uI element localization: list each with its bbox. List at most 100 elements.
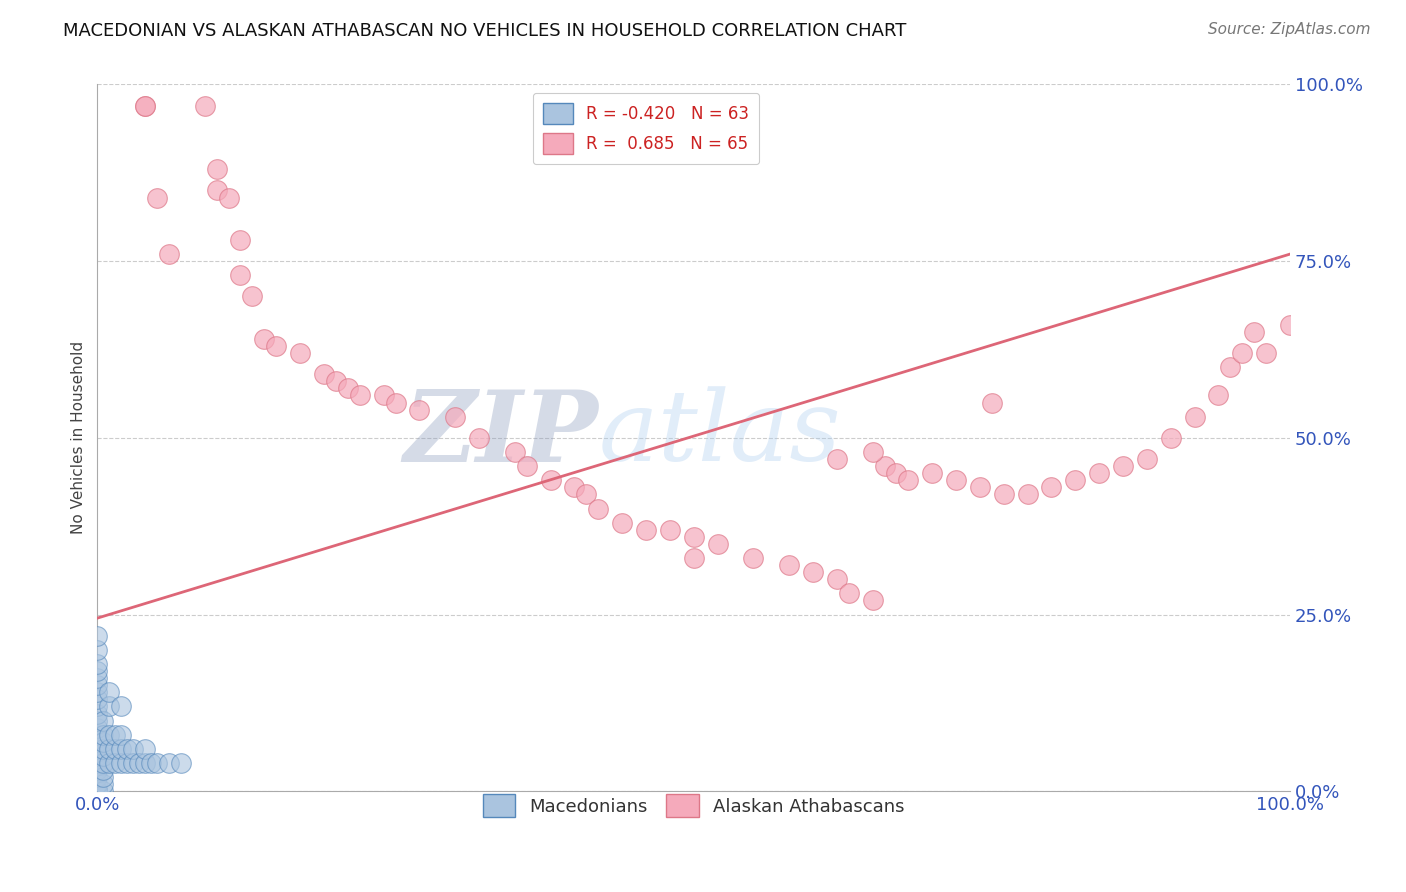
Point	[336, 381, 359, 395]
Point	[91, 763, 114, 777]
Point	[110, 728, 132, 742]
Point	[1160, 431, 1182, 445]
Point	[86, 784, 108, 798]
Text: MACEDONIAN VS ALASKAN ATHABASCAN NO VEHICLES IN HOUSEHOLD CORRELATION CHART: MACEDONIAN VS ALASKAN ATHABASCAN NO VEHI…	[63, 22, 907, 40]
Point	[86, 748, 108, 763]
Point	[1088, 467, 1111, 481]
Point	[86, 692, 108, 706]
Point	[146, 756, 169, 770]
Point	[325, 374, 347, 388]
Point	[801, 565, 824, 579]
Point	[104, 756, 127, 770]
Point	[134, 98, 156, 112]
Point	[134, 98, 156, 112]
Point	[86, 678, 108, 692]
Point	[1256, 346, 1278, 360]
Text: atlas: atlas	[599, 387, 841, 482]
Point	[993, 487, 1015, 501]
Point	[945, 473, 967, 487]
Point	[384, 395, 406, 409]
Point	[264, 339, 287, 353]
Point	[86, 784, 108, 798]
Y-axis label: No Vehicles in Household: No Vehicles in Household	[72, 342, 86, 534]
Point	[122, 756, 145, 770]
Point	[86, 706, 108, 721]
Point	[408, 402, 430, 417]
Point	[205, 184, 228, 198]
Point	[146, 190, 169, 204]
Point	[91, 742, 114, 756]
Point	[468, 431, 491, 445]
Point	[886, 467, 908, 481]
Point	[862, 593, 884, 607]
Point	[91, 748, 114, 763]
Point	[91, 756, 114, 770]
Point	[104, 728, 127, 742]
Point	[873, 459, 896, 474]
Point	[86, 657, 108, 671]
Point	[312, 368, 335, 382]
Point	[825, 572, 848, 586]
Point	[706, 537, 728, 551]
Point	[575, 487, 598, 501]
Point	[104, 742, 127, 756]
Point	[115, 742, 138, 756]
Point	[969, 480, 991, 494]
Point	[86, 699, 108, 714]
Point	[253, 332, 276, 346]
Point	[86, 784, 108, 798]
Point	[91, 770, 114, 784]
Point	[110, 742, 132, 756]
Point	[229, 233, 252, 247]
Point	[1243, 325, 1265, 339]
Point	[86, 777, 108, 791]
Point	[288, 346, 311, 360]
Point	[86, 784, 108, 798]
Point	[86, 784, 108, 798]
Point	[170, 756, 193, 770]
Point	[86, 671, 108, 685]
Point	[157, 756, 180, 770]
Point	[838, 586, 860, 600]
Point	[122, 742, 145, 756]
Point	[86, 756, 108, 770]
Point	[98, 685, 121, 699]
Point	[86, 629, 108, 643]
Point	[98, 756, 121, 770]
Point	[86, 685, 108, 699]
Point	[1208, 388, 1230, 402]
Point	[921, 467, 943, 481]
Point	[1279, 318, 1302, 332]
Point	[862, 445, 884, 459]
Point	[564, 480, 586, 494]
Point	[86, 643, 108, 657]
Point	[778, 558, 800, 573]
Point	[91, 728, 114, 742]
Point	[742, 551, 765, 566]
Point	[540, 473, 562, 487]
Point	[86, 721, 108, 735]
Point	[91, 735, 114, 749]
Point	[98, 742, 121, 756]
Point	[115, 756, 138, 770]
Legend: Macedonians, Alaskan Athabascans: Macedonians, Alaskan Athabascans	[475, 787, 912, 825]
Text: ZIP: ZIP	[404, 386, 599, 483]
Point	[205, 162, 228, 177]
Point	[349, 388, 371, 402]
Point	[218, 190, 240, 204]
Point	[242, 289, 264, 303]
Point	[516, 459, 538, 474]
Point	[91, 777, 114, 791]
Point	[229, 268, 252, 283]
Point	[110, 756, 132, 770]
Point	[98, 699, 121, 714]
Point	[980, 395, 1002, 409]
Point	[128, 756, 150, 770]
Point	[91, 714, 114, 728]
Point	[98, 728, 121, 742]
Point	[634, 523, 657, 537]
Point	[444, 409, 467, 424]
Point	[157, 247, 180, 261]
Point	[86, 784, 108, 798]
Point	[682, 551, 704, 566]
